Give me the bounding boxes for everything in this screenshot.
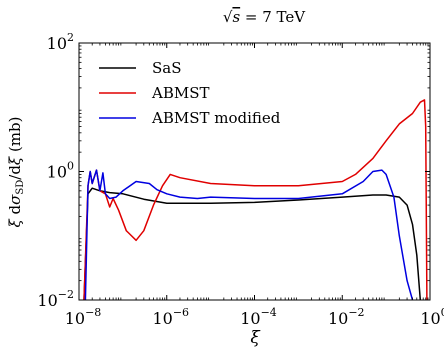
tick-label-exponent: −6 [173, 306, 189, 319]
tick-label-exponent: −2 [58, 288, 74, 301]
tick-label-base: 10 [65, 309, 85, 328]
tick-label: 10−6 [152, 306, 189, 328]
legend-label: SaS [152, 59, 182, 77]
chart-title: √s = 7 TeV [223, 8, 306, 26]
tick-label-base: 10 [420, 309, 440, 328]
tick-label-base: 10 [152, 309, 172, 328]
ylabel-xi2: ξ [6, 156, 24, 165]
tick-label: 10−2 [37, 288, 74, 310]
title-rest: = 7 TeV [240, 8, 306, 26]
tick-label: 10−8 [65, 306, 102, 328]
sqrt-sign: √ [223, 8, 233, 26]
y-axis-label: ξ dσSD/dξ (mb) [6, 117, 26, 228]
series-line-abmst [83, 99, 428, 300]
tick-label: 102 [47, 31, 74, 53]
tick-label-base: 10 [47, 163, 67, 182]
tick-label-base: 10 [37, 291, 57, 310]
tick-label-exponent: 0 [441, 306, 444, 319]
legend-label: ABMST [151, 84, 210, 102]
legend-label: ABMST modified [151, 109, 281, 127]
series-lines [83, 99, 428, 300]
tick-label: 10−4 [240, 306, 277, 328]
tick-label-base: 10 [47, 34, 67, 53]
tick-label-base: 10 [328, 309, 348, 328]
ylabel-xi: ξ [6, 219, 24, 228]
legend: SaS ABMST ABMST modified [99, 59, 281, 127]
ylabel-d1: d [6, 204, 24, 219]
tick-label-base: 10 [240, 309, 260, 328]
ylabel-sub: SD [15, 180, 26, 195]
series-line-sas [83, 187, 422, 300]
tick-label: 100 [420, 306, 444, 328]
tick-label-exponent: −8 [85, 306, 101, 319]
x-axis-label: ξ [250, 328, 261, 348]
tick-label: 10−2 [328, 306, 365, 328]
title-s: s [232, 8, 240, 26]
ylabel-unit: (mb) [6, 117, 24, 157]
plot-area [83, 99, 428, 300]
chart-title-text: √s = 7 TeV [223, 8, 306, 26]
ylabel-slash: /d [6, 165, 24, 180]
ylabel-sigma: σ [6, 194, 24, 205]
tick-label: 100 [47, 160, 74, 182]
series-line-abmst-modified [84, 169, 414, 300]
tick-label-exponent: −2 [348, 306, 364, 319]
tick-label-exponent: −4 [261, 306, 277, 319]
tick-label-exponent: 0 [67, 160, 74, 173]
tick-label-exponent: 2 [67, 31, 74, 44]
